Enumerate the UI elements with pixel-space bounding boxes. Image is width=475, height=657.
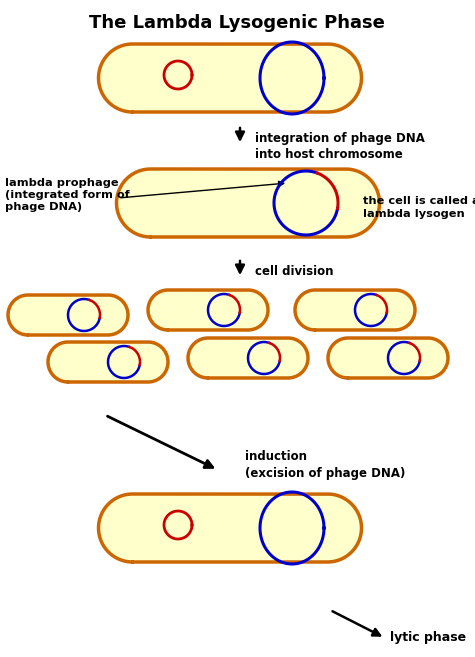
Text: induction
(excision of phage DNA): induction (excision of phage DNA) — [245, 450, 405, 480]
Ellipse shape — [328, 338, 368, 378]
Text: lytic phase: lytic phase — [390, 631, 466, 645]
Text: integration of phage DNA
into host chromosome: integration of phage DNA into host chrom… — [255, 132, 425, 162]
Bar — [315, 290, 395, 330]
Text: the cell is called a
lambda lysogen: the cell is called a lambda lysogen — [363, 196, 475, 219]
Ellipse shape — [48, 342, 88, 382]
Bar — [348, 338, 428, 378]
Ellipse shape — [312, 169, 380, 237]
Ellipse shape — [188, 338, 228, 378]
Ellipse shape — [98, 44, 167, 112]
Ellipse shape — [294, 44, 361, 112]
Bar — [151, 169, 345, 237]
Text: The Lambda Lysogenic Phase: The Lambda Lysogenic Phase — [89, 14, 385, 32]
Ellipse shape — [375, 290, 415, 330]
Ellipse shape — [88, 295, 128, 335]
Bar — [68, 342, 148, 382]
Bar — [28, 295, 108, 335]
Ellipse shape — [408, 338, 448, 378]
Text: cell division: cell division — [255, 265, 333, 278]
Ellipse shape — [294, 494, 361, 562]
Ellipse shape — [268, 338, 308, 378]
Ellipse shape — [295, 290, 335, 330]
Bar — [133, 44, 327, 112]
Bar — [168, 290, 248, 330]
Text: lambda prophage
(integrated form of
phage DNA): lambda prophage (integrated form of phag… — [5, 178, 130, 212]
Ellipse shape — [228, 290, 268, 330]
Ellipse shape — [128, 342, 168, 382]
Ellipse shape — [8, 295, 48, 335]
Ellipse shape — [148, 290, 188, 330]
Bar — [208, 338, 288, 378]
Ellipse shape — [98, 494, 167, 562]
Bar — [133, 494, 327, 562]
Ellipse shape — [116, 169, 184, 237]
